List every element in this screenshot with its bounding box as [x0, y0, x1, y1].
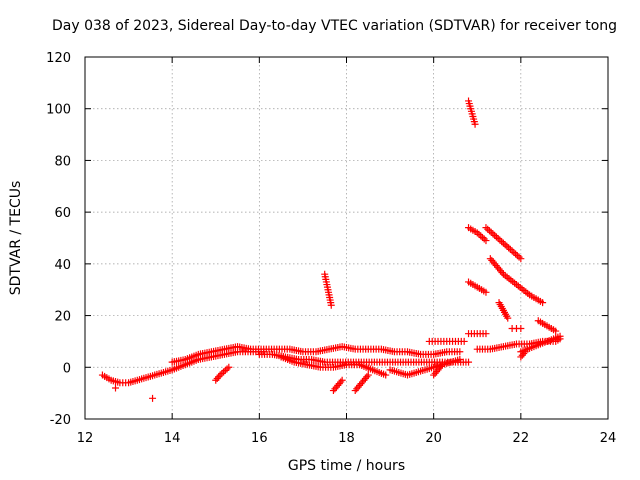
data-point [494, 235, 502, 243]
data-point [437, 362, 445, 370]
data-point [517, 325, 525, 332]
y-tick-label: 120 [46, 51, 71, 66]
data-point [520, 349, 528, 357]
data-point [482, 237, 490, 245]
data-point [504, 314, 512, 322]
data-point [489, 230, 497, 238]
data-point [221, 366, 229, 374]
x-axis-label: GPS time / hours [288, 458, 405, 474]
data-point [465, 358, 473, 366]
axis-ticks: 12 14 16 18 20 22 24 -20 0 20 40 60 80 100 120 [46, 51, 616, 446]
series-arc-late-e [465, 330, 490, 338]
data-point [521, 348, 529, 356]
data-point [480, 235, 488, 243]
data-point [482, 330, 490, 338]
data-point [513, 252, 521, 260]
y-tick-label: 80 [54, 154, 71, 169]
data-point [508, 247, 516, 255]
data-point [382, 371, 390, 379]
data-point [337, 378, 345, 386]
series-arc-late-c [473, 335, 564, 353]
data-point [556, 332, 564, 340]
data-point [501, 241, 509, 249]
y-axis-label: SDTVAR / TECUs [8, 181, 24, 296]
series-arc-late-g [534, 317, 560, 335]
series-arc-main-upper [168, 343, 464, 366]
data-point [492, 233, 500, 241]
x-tick-label: 24 [600, 431, 617, 446]
data-point [517, 255, 525, 263]
series-arc-late-f [508, 325, 525, 332]
data-point [505, 244, 513, 252]
data-point [506, 245, 514, 253]
series-arc-steep-3 [482, 224, 525, 263]
x-tick-label: 16 [251, 431, 268, 446]
data-point [223, 365, 231, 373]
data-point [460, 337, 468, 345]
data-point [363, 373, 371, 381]
data-point [478, 233, 486, 241]
data-point [482, 288, 490, 296]
data-point [496, 236, 504, 244]
data-point [438, 361, 446, 369]
series-arc-dip-6 [112, 384, 120, 392]
series-arc-steep-5 [486, 255, 547, 307]
data-point [485, 227, 493, 235]
data-point [456, 356, 464, 364]
data-point [327, 301, 335, 309]
data-point [499, 239, 507, 247]
data-point [471, 120, 479, 128]
data-point [552, 327, 560, 335]
data-point [503, 242, 511, 250]
data-points [98, 97, 564, 402]
y-tick-label: 20 [54, 310, 71, 325]
data-point [220, 368, 228, 376]
series-arc-late-h [517, 348, 529, 361]
series-arc-steep-6 [495, 299, 512, 322]
x-tick-label: 18 [338, 431, 355, 446]
data-point [225, 363, 233, 371]
series-arc-dip-5 [149, 394, 157, 402]
series-arc-steep-7 [321, 270, 335, 309]
y-tick-label: 0 [63, 361, 71, 376]
data-point [498, 238, 506, 246]
data-point [512, 250, 520, 258]
data-point [218, 369, 226, 377]
x-tick-label: 20 [425, 431, 442, 446]
y-tick-label: 60 [54, 206, 71, 221]
series-arc-lower-mid [277, 353, 390, 379]
x-tick-label: 22 [513, 431, 530, 446]
data-point [498, 268, 506, 276]
series-arc-dip-4 [430, 361, 446, 379]
data-point [482, 224, 490, 232]
data-point [477, 232, 485, 240]
data-point [491, 231, 499, 239]
data-point [364, 371, 372, 379]
data-point [149, 394, 157, 402]
x-tick-label: 12 [77, 431, 94, 446]
y-tick-label: 40 [54, 258, 71, 273]
data-point [215, 373, 223, 381]
data-point [510, 248, 518, 256]
series-arc-dip-1 [329, 376, 346, 395]
series-arc-steep-2 [465, 224, 490, 245]
y-tick-label: 100 [46, 103, 71, 118]
data-point [539, 299, 547, 307]
data-point [338, 376, 346, 384]
series-arc-dip-2 [351, 371, 372, 395]
series-arc-steep-1 [465, 97, 479, 128]
chart-title: Day 038 of 2023, Sidereal Day-to-day VTE… [52, 18, 618, 34]
series-arc-late-b [425, 337, 468, 345]
data-point [484, 225, 492, 233]
data-point [456, 348, 464, 356]
series-arc-dip-3 [212, 363, 233, 384]
series-arc-steep-4 [465, 278, 490, 296]
data-point [515, 253, 523, 261]
data-point [112, 384, 120, 392]
x-tick-label: 14 [164, 431, 181, 446]
y-tick-label: -20 [50, 413, 71, 428]
data-point [487, 228, 495, 236]
